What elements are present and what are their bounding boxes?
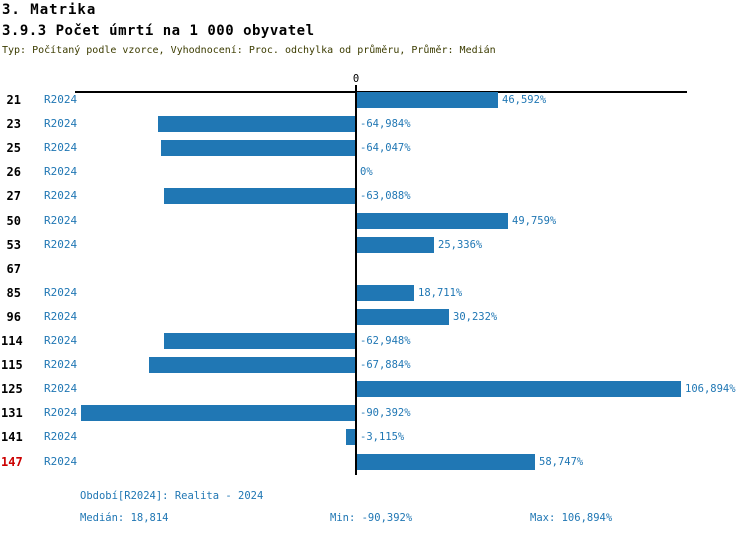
bar-value-label: 106,894% [685, 383, 736, 396]
min-stat: Min: -90,392% [330, 512, 413, 524]
value-bar [357, 236, 434, 253]
row-id-label: 53 [6, 237, 21, 252]
row-series-label: R2024 [44, 406, 78, 420]
value-bar [149, 357, 355, 374]
row-series-label: R2024 [44, 189, 78, 203]
chart-top-border [75, 91, 687, 93]
bar-value-label: -90,392% [360, 407, 411, 420]
row-id-label: 114 [1, 334, 23, 349]
row-series-label: R2024 [44, 358, 78, 372]
row-id-label: 23 [6, 117, 21, 132]
row-series-label: R2024 [44, 117, 78, 131]
bar-value-label: -3,115% [360, 431, 405, 444]
max-stat: Max: 106,894% [530, 512, 613, 524]
row-id-label: 67 [6, 261, 21, 276]
row-id-label: 141 [1, 430, 23, 445]
bar-value-label: 58,747% [539, 455, 584, 468]
row-series-label: R2024 [44, 334, 78, 348]
row-id-label: 96 [6, 309, 21, 324]
row-series-label: R2024 [44, 213, 78, 227]
chart-meta-line: Typ: Počítaný podle vzorce, Vyhodnocení:… [2, 45, 496, 56]
value-bar [161, 140, 355, 157]
bar-value-label: -64,047% [360, 142, 411, 155]
value-bar [357, 381, 681, 398]
row-id-label: 26 [6, 165, 21, 180]
value-bar [158, 116, 355, 133]
bar-value-label: 46,592% [502, 94, 547, 107]
bar-value-label: -67,884% [360, 359, 411, 372]
zero-axis-tick-label: 0 [352, 73, 360, 85]
row-series-label: R2024 [44, 141, 78, 155]
value-bar [357, 308, 449, 325]
bar-value-label: 0% [360, 166, 373, 179]
row-series-label: R2024 [44, 285, 78, 299]
bar-value-label: 18,711% [418, 286, 463, 299]
row-id-label: 125 [1, 382, 23, 397]
value-bar [345, 429, 355, 446]
bar-value-label: -62,948% [360, 335, 411, 348]
row-series-label: R2024 [44, 309, 78, 323]
zero-axis-line [355, 85, 357, 475]
bar-value-label: 49,759% [512, 214, 557, 227]
row-id-label: 115 [1, 358, 23, 373]
bar-value-label: -64,984% [360, 118, 411, 131]
bar-value-label: -63,088% [360, 190, 411, 203]
bar-value-label: 30,232% [453, 310, 498, 323]
row-series-label: R2024 [44, 165, 78, 179]
row-series-label: R2024 [44, 237, 78, 251]
median-stat: Medián: 18,814 [80, 512, 169, 524]
row-id-label: 25 [6, 141, 21, 156]
value-bar [357, 284, 414, 301]
value-bar [357, 92, 499, 109]
bar-value-label: 25,336% [438, 238, 483, 251]
period-label: Období[R2024]: Realita - 2024 [80, 490, 264, 502]
row-id-label: 27 [6, 189, 21, 204]
row-id-label: 147 [1, 454, 23, 469]
row-series-label: R2024 [44, 430, 78, 444]
value-bar [164, 333, 355, 350]
value-bar [357, 453, 535, 470]
row-id-label: 131 [1, 406, 23, 421]
value-bar [163, 188, 355, 205]
value-bar [357, 212, 508, 229]
row-id-label: 50 [6, 213, 21, 228]
row-series-label: R2024 [44, 382, 78, 396]
section-title: 3. Matrika [2, 2, 97, 18]
value-bar [81, 405, 355, 422]
chart-title: 3.9.3 Počet úmrtí na 1 000 obyvatel [2, 23, 315, 39]
row-id-label: 85 [6, 285, 21, 300]
row-series-label: R2024 [44, 454, 78, 468]
row-id-label: 21 [6, 93, 21, 108]
row-series-label: R2024 [44, 93, 78, 107]
